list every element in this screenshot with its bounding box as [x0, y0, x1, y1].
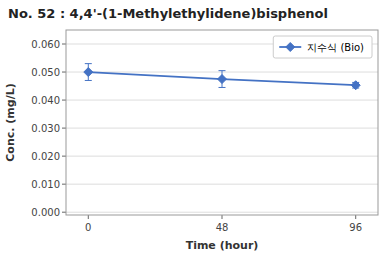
- error-bar-cap: [85, 80, 92, 81]
- y-tick: [62, 44, 66, 45]
- y-tick-label: 0.030: [31, 123, 60, 134]
- y-tick-label: 0.060: [31, 39, 60, 50]
- y-tick: [62, 156, 66, 157]
- legend-box: [273, 36, 372, 58]
- data-point: [84, 68, 93, 77]
- y-tick: [62, 184, 66, 185]
- plot-area: [84, 64, 360, 90]
- legend-label: 지수식 (Bio): [307, 42, 364, 53]
- plot-frame: [66, 30, 378, 215]
- y-tick: [62, 212, 66, 213]
- grid-line: [66, 184, 378, 185]
- x-tick: [355, 215, 356, 219]
- y-tick-label: 0.010: [31, 179, 60, 190]
- legend: 지수식 (Bio): [273, 36, 372, 58]
- error-bar-cap: [219, 70, 226, 71]
- y-tick: [62, 128, 66, 129]
- legend-marker: [286, 43, 295, 52]
- grid-line: [66, 128, 378, 129]
- grid-line: [66, 212, 378, 213]
- grid-line: [66, 156, 378, 157]
- x-tick-label: 96: [349, 222, 362, 233]
- error-bar-cap: [219, 87, 226, 88]
- data-point: [218, 75, 227, 84]
- x-axis-label: Time (hour): [186, 239, 259, 252]
- data-point: [351, 81, 360, 90]
- y-tick-label: 0.000: [31, 207, 60, 218]
- error-bar: [85, 64, 92, 81]
- y-tick-label: 0.050: [31, 67, 60, 78]
- x-tick-label: 0: [85, 222, 91, 233]
- series-line: [88, 72, 355, 85]
- x-tick: [222, 215, 223, 219]
- title: No. 52 : 4,4'-(1-Methylethylidene)bisphe…: [8, 6, 328, 21]
- error-bar-cap: [85, 63, 92, 64]
- y-tick-label: 0.040: [31, 95, 60, 106]
- y-tick: [62, 100, 66, 101]
- grid-line: [66, 100, 378, 101]
- y-tick-label: 0.020: [31, 151, 60, 162]
- x-tick-label: 48: [216, 222, 229, 233]
- y-tick: [62, 72, 66, 73]
- y-axis-label: Conc. (mg/L): [4, 83, 17, 161]
- x-tick: [88, 215, 89, 219]
- error-bar: [219, 71, 226, 88]
